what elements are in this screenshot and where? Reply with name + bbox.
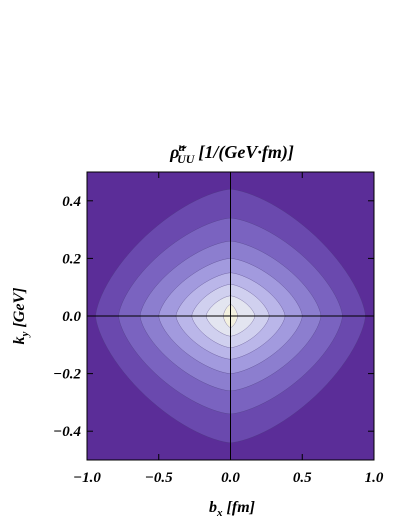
x-tick-label: 0.0: [221, 470, 240, 486]
y-tick-label: 0.4: [62, 194, 81, 210]
y-label-units: [GeV]: [11, 288, 28, 328]
x-tick-label: −1.0: [73, 470, 101, 486]
x-tick-label: 1.0: [365, 470, 384, 486]
y-tick-label: −0.2: [53, 367, 81, 383]
title-units: [1/(GeV·fm)]: [198, 142, 293, 163]
y-label-symbol: k: [11, 336, 28, 344]
title-superscript: u: [178, 140, 185, 154]
x-label-units: [fm]: [227, 499, 255, 516]
y-tick-label: 0.2: [62, 251, 81, 267]
y-axis-label: ky [GeV]: [11, 288, 31, 345]
x-axis-label: bx [fm]: [209, 499, 255, 519]
title-subscript: UU: [177, 152, 196, 166]
x-label-symbol: b: [209, 499, 217, 516]
y-label-subscript: y: [19, 331, 31, 338]
x-tick-label: 0.5: [293, 470, 312, 486]
y-tick-label: 0.0: [62, 309, 81, 325]
y-tick-label: −0.4: [53, 424, 81, 440]
chart-title: ρ̃u UU [1/(GeV·fm)]: [169, 140, 294, 166]
x-tick-label: −0.5: [145, 470, 173, 486]
x-label-subscript: x: [216, 507, 223, 519]
